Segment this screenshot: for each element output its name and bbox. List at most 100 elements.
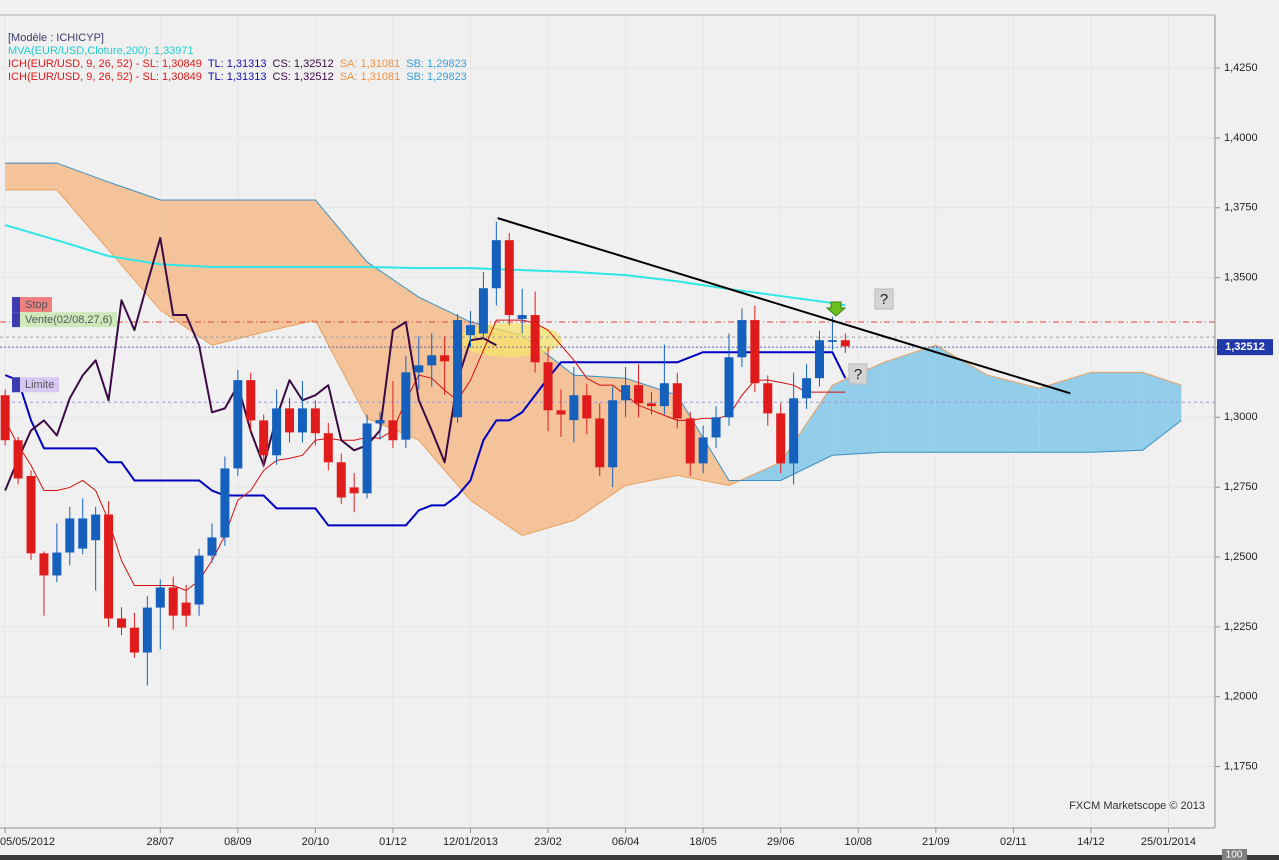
candle-body [440, 355, 450, 362]
annotation-box [848, 363, 868, 385]
cloud-fill [470, 322, 523, 536]
legend-entry: ICH(EUR/USD, 9, 26, 52) - SL: 1,30849 [8, 58, 202, 70]
level-label-box [12, 377, 59, 393]
x-tick-label: 29/06 [767, 836, 795, 848]
x-tick-label: 23/02 [534, 836, 562, 848]
level-label-box [12, 312, 117, 328]
legend-entry: CS: 1,32512 [273, 58, 334, 70]
x-tick-label: 08/09 [224, 836, 252, 848]
candle-body [685, 418, 695, 464]
candle-body [621, 385, 631, 401]
legend-row: ICH(EUR/USD, 9, 26, 52) - SL: 1,30849 TL:… [8, 71, 467, 83]
candle-body [194, 555, 204, 605]
senkou-a-line [5, 189, 1182, 537]
candle-body [168, 587, 178, 616]
y-tick-label: 1,2000 [1224, 691, 1258, 703]
legend-row: [Modèle : ICHICYP] [8, 32, 104, 44]
level-marker [12, 312, 20, 328]
candle-body [129, 627, 139, 653]
legend-entry: CS: 1,32512 [273, 71, 334, 83]
cloud-fill [884, 345, 936, 453]
candle-body [285, 408, 295, 433]
candle-body [297, 408, 307, 433]
candle-body [414, 365, 424, 373]
candle-body [814, 340, 824, 379]
candle-body [142, 607, 152, 653]
candle-body [52, 552, 62, 576]
cloud-fill [522, 335, 574, 536]
candle-body [737, 320, 747, 358]
legend-entry: MVA(EUR/USD,Cloture,200): 1,33971 [8, 45, 194, 57]
y-tick-label: 1,2500 [1224, 551, 1258, 563]
cloud-fill [108, 182, 161, 311]
cloud-fill [160, 199, 212, 346]
cloud-fill [935, 345, 988, 453]
candle-body [104, 514, 114, 619]
cloud-fill [5, 163, 57, 190]
candle-body [504, 240, 514, 316]
level-label-box [12, 297, 52, 313]
candle-body [78, 518, 88, 549]
scrollbar[interactable] [0, 855, 1279, 860]
x-tick-label: 21/09 [922, 836, 950, 848]
y-tick-label: 1,2750 [1224, 481, 1258, 493]
candle-body [39, 553, 49, 576]
x-tick-label: 28/07 [147, 836, 175, 848]
candle-body [207, 537, 217, 556]
y-tick-label: 1,3500 [1224, 272, 1258, 284]
candle-body [530, 315, 540, 363]
candle-body [349, 487, 359, 494]
candle-body [220, 468, 230, 538]
scale-box-label: 100 [1226, 850, 1243, 860]
x-tick-label: 20/10 [302, 836, 330, 848]
legend-entry: TL: 1,31313 [208, 71, 267, 83]
candle-body [698, 437, 708, 464]
candle-body [582, 395, 592, 419]
candle-body [323, 433, 333, 463]
candle-body [427, 355, 437, 366]
legend-entry: SB: 1,29823 [406, 71, 467, 83]
x-tick-label: 14/12 [1077, 836, 1105, 848]
candle-body [569, 395, 579, 421]
x-tick-label: 12/01/2013 [443, 836, 498, 848]
cloud-fill [832, 362, 885, 456]
annotation: ? [854, 366, 862, 383]
legend-entry: SB: 1,29823 [406, 58, 467, 70]
cloud-fill [1142, 372, 1182, 451]
legend-entry: [Modèle : ICHICYP] [8, 32, 104, 44]
cloud-fill [315, 199, 368, 419]
candle-body [259, 420, 269, 456]
x-tick-label: 01/12 [379, 836, 407, 848]
candle-body [65, 518, 75, 553]
level-marker [12, 377, 20, 393]
candle-body [453, 320, 463, 418]
candle-body [233, 380, 243, 469]
arrow-marker [825, 301, 847, 317]
cloud-fill [987, 375, 1040, 453]
candle-body [155, 587, 165, 608]
candle-body [840, 340, 850, 347]
indicator-line [4, 319, 846, 592]
level-label: Limite [25, 379, 54, 391]
y-tick-label: 1,2250 [1224, 621, 1258, 633]
y-tick-label: 1,4250 [1224, 62, 1258, 74]
candle-body [608, 400, 618, 468]
y-tick-label: 1,3750 [1224, 202, 1258, 214]
indicator-line [4, 351, 847, 527]
candle-body [659, 383, 669, 407]
x-tick-label: 05/05/2012 [0, 836, 55, 848]
candle-body [478, 288, 488, 334]
price-label-box [1217, 339, 1273, 356]
candle-body [401, 372, 411, 440]
scale-box[interactable] [1222, 849, 1247, 860]
legend-entry: ICH(EUR/USD, 9, 26, 52) - SL: 1,30849 [8, 71, 202, 83]
cloud-fill [1039, 372, 1091, 453]
level-label: Stop [25, 299, 48, 311]
candle-body [375, 420, 385, 424]
candle-body [724, 357, 734, 418]
cloud-fill [56, 163, 109, 250]
annotation: ? [880, 291, 888, 308]
candle-body [789, 398, 799, 464]
candle-body [672, 383, 682, 419]
